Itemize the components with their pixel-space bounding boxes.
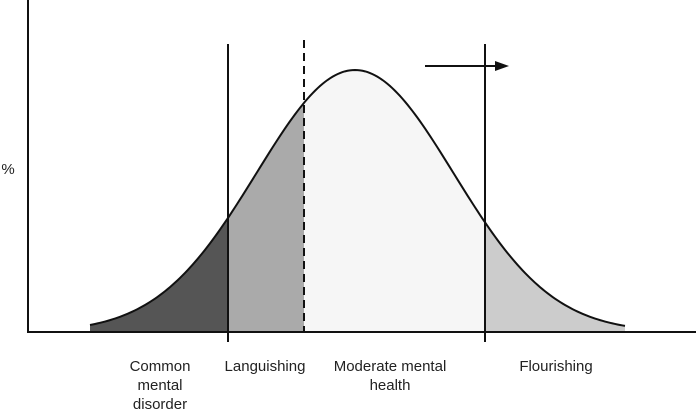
region-fill bbox=[228, 102, 304, 332]
region-fill bbox=[90, 217, 228, 332]
region-label: Flourishing bbox=[519, 358, 593, 375]
region-fill bbox=[304, 70, 485, 332]
region-label: Common mental disorder bbox=[129, 358, 191, 412]
region-label: Languishing bbox=[224, 358, 306, 375]
y-axis-label: % bbox=[1, 161, 15, 178]
arrow-head bbox=[495, 61, 509, 71]
bell-curve bbox=[89, 68, 626, 327]
region-fills bbox=[90, 70, 625, 332]
region-fill bbox=[485, 222, 625, 332]
region-label: Moderate mental health bbox=[333, 358, 447, 394]
